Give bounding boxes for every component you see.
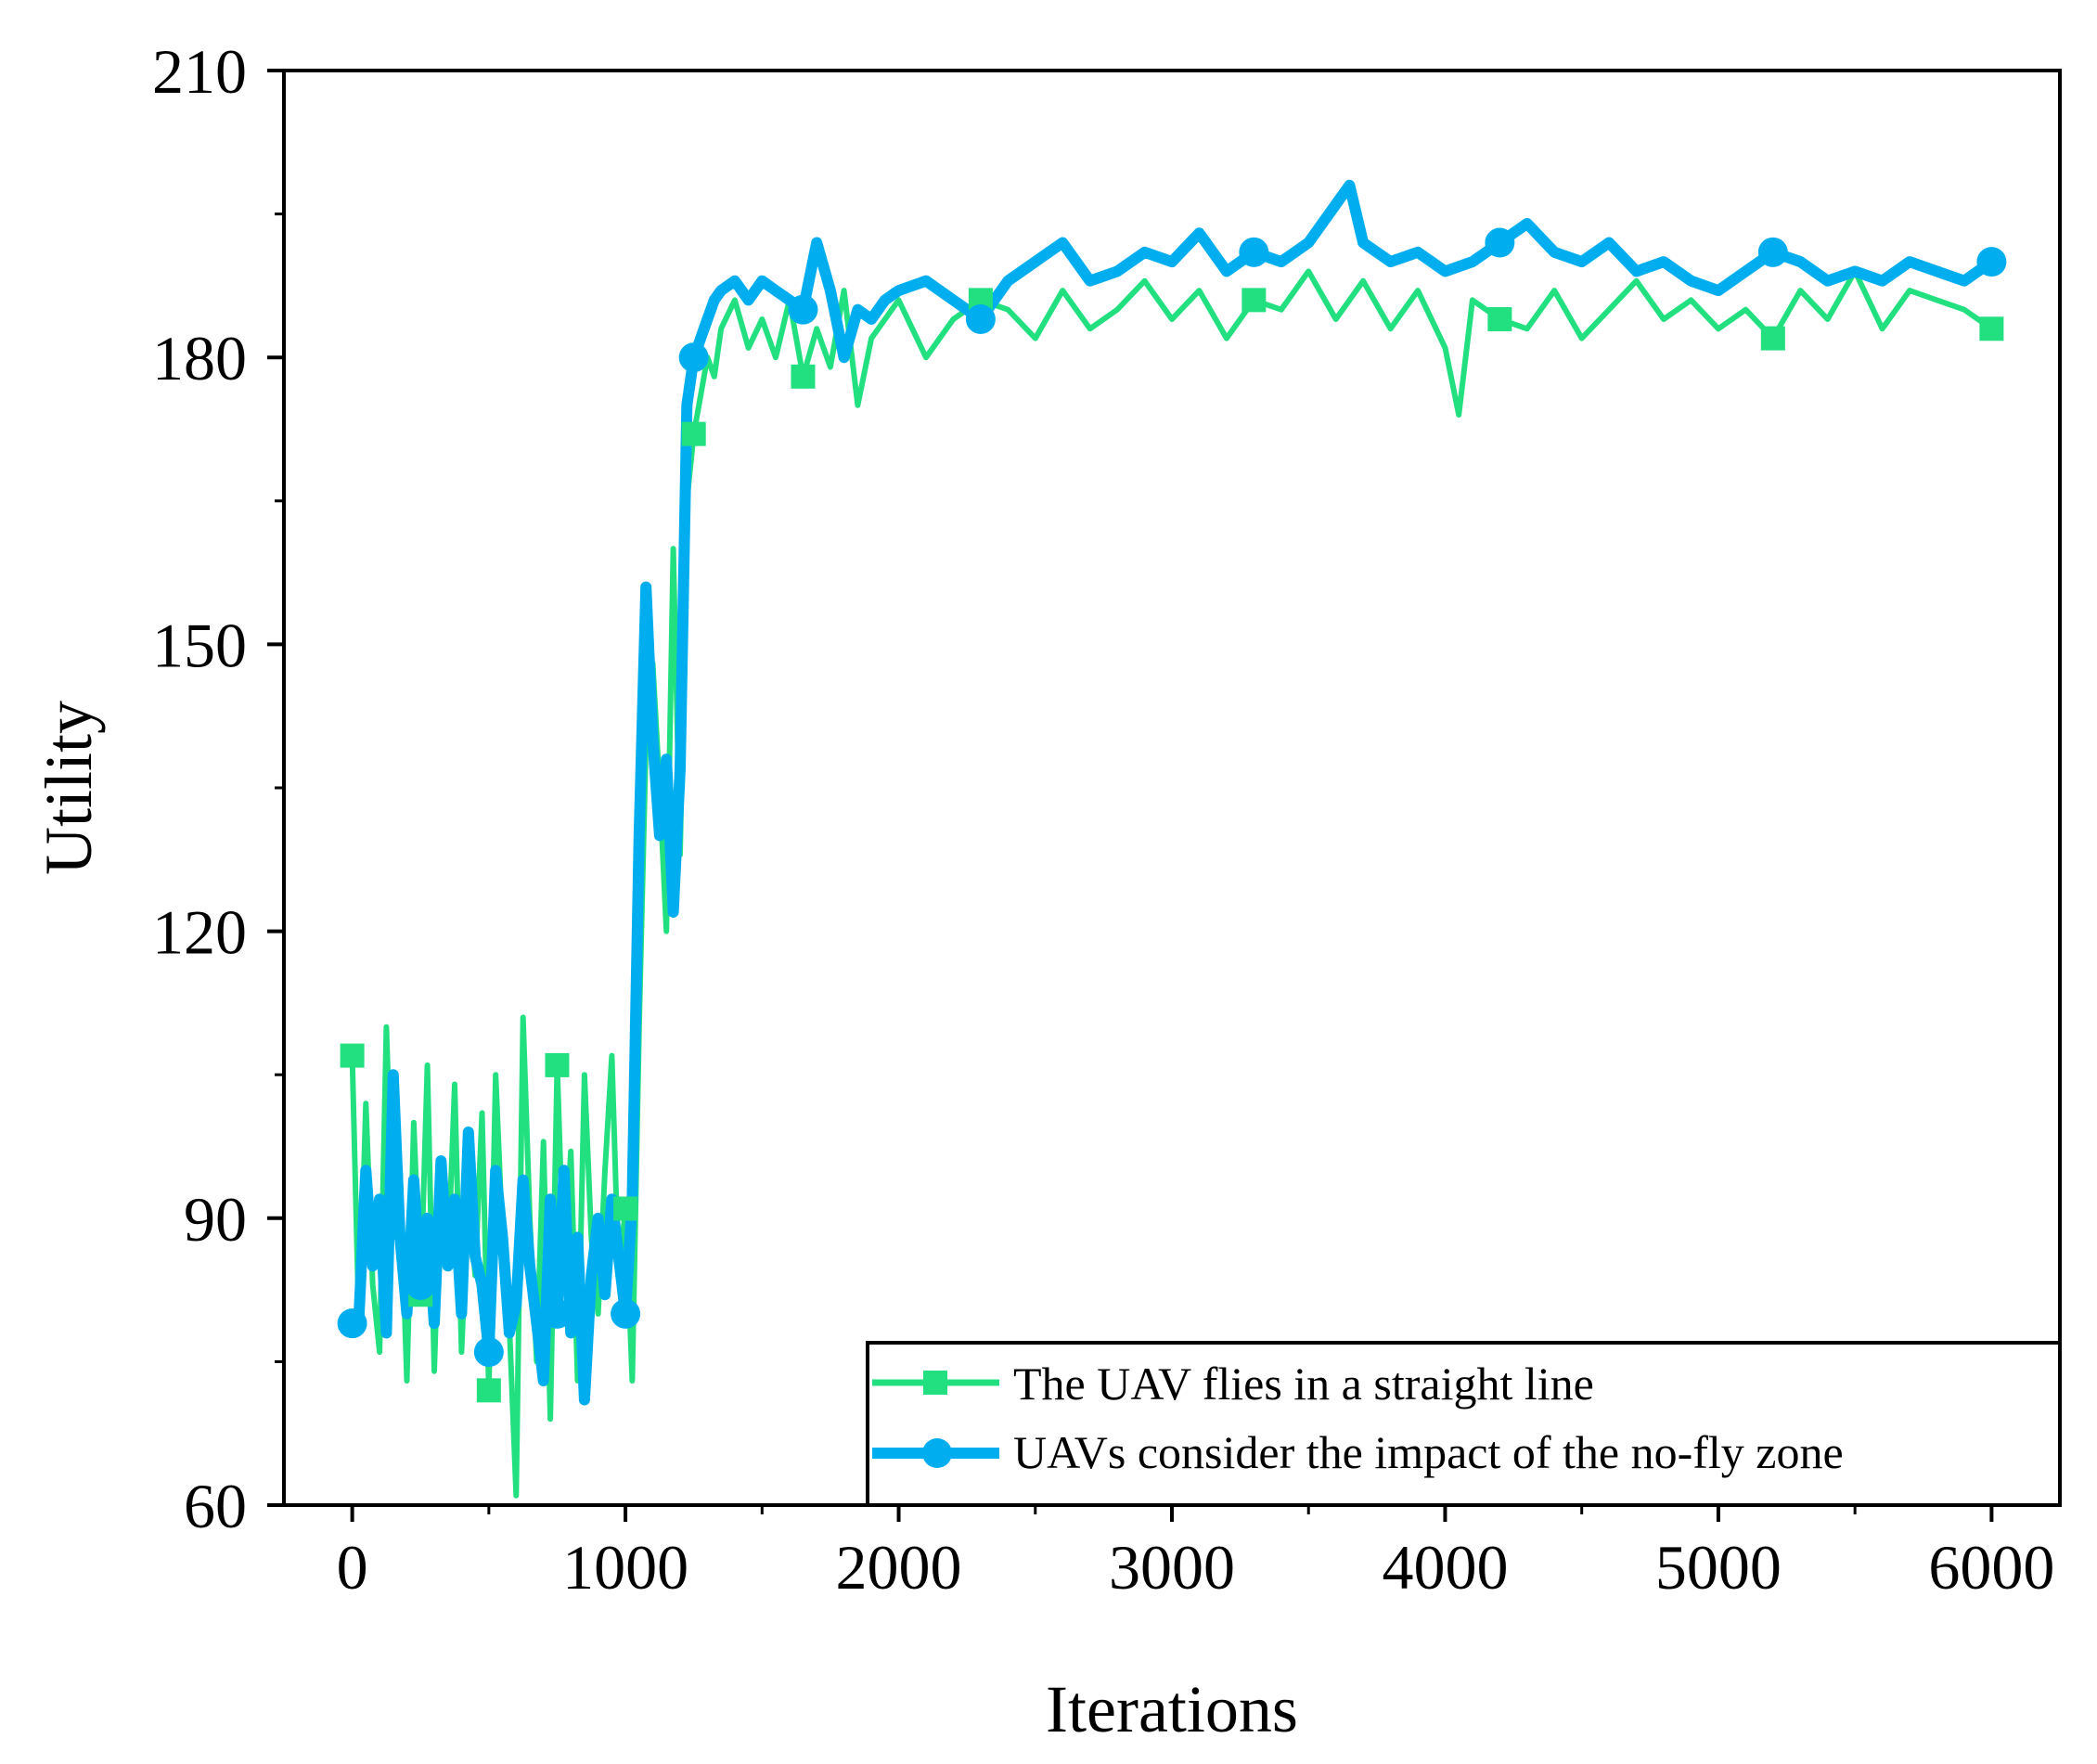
data-point-square [681, 421, 706, 446]
legend-marker-circle [922, 1438, 952, 1468]
x-tick-label-1000: 1000 [562, 1532, 688, 1603]
y-axis: 60 90 120 150 180 210 [152, 36, 284, 1541]
y-tick-label-150: 150 [152, 610, 247, 680]
data-point-square [340, 1043, 365, 1068]
data-point-circle [405, 1269, 436, 1300]
data-point-circle [1976, 247, 2007, 277]
y-tick-label-210: 210 [152, 36, 247, 107]
x-tick-label-0: 0 [337, 1532, 368, 1603]
data-point-circle [542, 1298, 572, 1329]
data-point-circle [337, 1308, 367, 1339]
data-point-square [791, 364, 816, 389]
data-point-square [1487, 306, 1512, 331]
marker-layer [337, 227, 2007, 1403]
data-point-square [1241, 288, 1267, 313]
data-point-square [613, 1196, 638, 1221]
data-point-circle [1757, 237, 1788, 267]
x-tick-label-5000: 5000 [1655, 1532, 1782, 1603]
data-point-circle [611, 1298, 641, 1329]
x-tick-label-6000: 6000 [1928, 1532, 2054, 1603]
y-tick-label-90: 90 [184, 1184, 247, 1255]
data-point-circle [1485, 227, 1515, 258]
y-tick-label-180: 180 [152, 323, 247, 393]
data-point-square [545, 1052, 570, 1077]
y-axis-title: Utility [32, 701, 106, 875]
legend-label-no-fly-zone: UAVs consider the impact of the no-fly z… [1013, 1426, 1844, 1478]
x-axis-title: Iterations [1046, 1672, 1298, 1746]
data-point-square [476, 1378, 501, 1403]
data-point-circle [678, 342, 709, 373]
data-point-square [1760, 326, 1785, 351]
x-tick-label-4000: 4000 [1382, 1532, 1508, 1603]
legend-box [866, 1341, 2062, 1507]
data-point-square [1979, 316, 2004, 341]
data-point-circle [965, 303, 996, 334]
x-tick-label-3000: 3000 [1109, 1532, 1235, 1603]
y-tick-label-120: 120 [152, 897, 247, 968]
data-point-circle [788, 294, 818, 325]
legend-label-straight-line: The UAV flies in a straight line [1013, 1358, 1594, 1410]
legend-marker-square [923, 1371, 947, 1395]
data-point-circle [473, 1337, 504, 1368]
x-axis: 0 1000 2000 3000 4000 5000 6000 [337, 1505, 2054, 1603]
data-point-circle [1239, 237, 1269, 267]
y-tick-label-60: 60 [184, 1471, 247, 1541]
x-tick-label-2000: 2000 [836, 1532, 962, 1603]
legend: The UAV flies in a straight line UAVs co… [866, 1341, 2062, 1507]
